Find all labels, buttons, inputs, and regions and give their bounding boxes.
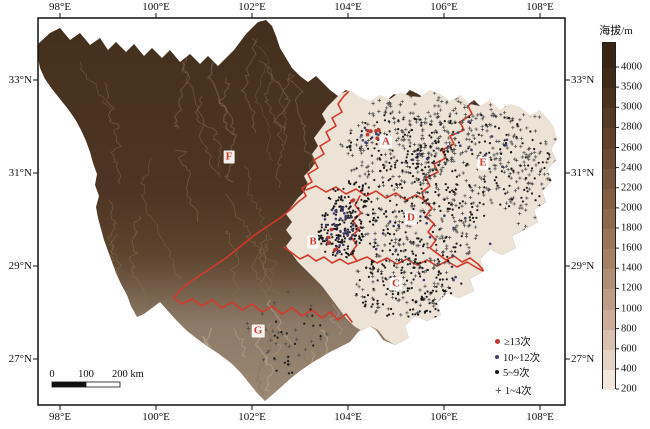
colorbar-segment — [603, 289, 615, 310]
colorbar-tick-label: 1400 — [621, 262, 642, 274]
region-label-F: F — [223, 150, 235, 164]
scalebar-label: 0 — [49, 369, 55, 380]
legend-item: 10~12次 — [495, 350, 540, 364]
scale-bar — [51, 381, 121, 388]
scalebar-label: 100 — [78, 369, 94, 380]
legend-label: 10~12次 — [503, 352, 541, 364]
region-label-D: D — [405, 211, 417, 225]
colorbar-tick-label: 2000 — [621, 202, 642, 214]
colorbar-tick-label: 600 — [621, 343, 637, 355]
x-tick-label-bottom: 102°E — [238, 411, 266, 423]
x-tick-label-bottom: 98°E — [48, 411, 72, 423]
colorbar-segment — [603, 128, 615, 149]
x-tick-label-top: 102°E — [238, 1, 266, 13]
legend-dot-icon — [495, 338, 500, 344]
colorbar-segment — [603, 249, 615, 270]
colorbar-tick-label: 3500 — [621, 81, 642, 93]
colorbar-tick-label: 1800 — [621, 222, 642, 234]
colorbar-segment — [603, 309, 615, 330]
colorbar-segment — [603, 208, 615, 229]
colorbar-segment — [603, 148, 615, 169]
colorbar-tick-label: 2200 — [621, 182, 642, 194]
region-label-C: C — [390, 277, 402, 291]
y-tick-label-right: 31°N — [571, 167, 595, 179]
colorbar-tick-label: 1000 — [621, 303, 642, 314]
colorbar-segment — [603, 68, 615, 89]
y-tick-label-left: 31°N — [8, 167, 32, 179]
points-cat-0 — [327, 128, 381, 252]
x-tick-label-top: 104°E — [334, 1, 362, 13]
colorbar-tick-label: 2400 — [621, 162, 642, 174]
colorbar-tick-label: 800 — [621, 323, 637, 335]
region-label-E: E — [477, 156, 489, 170]
y-tick-label-left: 29°N — [8, 260, 32, 272]
axis-ticks — [33, 13, 570, 410]
colorbar-segment — [603, 349, 615, 370]
x-tick-label-bottom: 104°E — [334, 411, 362, 423]
colorbar-segment — [603, 43, 615, 68]
map-frame — [37, 17, 566, 406]
legend-label: ≥13次 — [504, 336, 531, 348]
colorbar-tick-label: 2800 — [621, 121, 642, 133]
legend-dot-icon — [495, 355, 499, 359]
legend-label: 5~9次 — [503, 367, 530, 379]
colorbar-tick-label: 400 — [621, 363, 637, 375]
y-tick-label-right: 29°N — [571, 260, 595, 272]
colorbar-tick-label: 1600 — [621, 242, 642, 254]
colorbar-segment — [603, 188, 615, 209]
scalebar-label: 200 km — [112, 369, 144, 380]
colorbar-segment — [603, 269, 615, 290]
legend-dot-icon — [495, 370, 499, 374]
colorbar-segment — [603, 88, 615, 109]
legend-plus-icon: + — [495, 383, 502, 397]
x-tick-label-bottom: 106°E — [430, 411, 458, 423]
legend-label: 1~4次 — [504, 385, 532, 397]
y-tick-label-left: 27°N — [8, 353, 32, 365]
region-label-A: A — [380, 135, 392, 149]
x-tick-label-top: 108°E — [526, 1, 554, 13]
x-tick-label-bottom: 108°E — [526, 411, 554, 423]
x-tick-label-top: 100°E — [142, 1, 170, 13]
colorbar-tick-label: 4000 — [621, 61, 642, 73]
legend-item: ≥13次 — [495, 334, 531, 348]
event-points — [245, 91, 557, 375]
colorbar-segment — [603, 229, 615, 250]
colorbar — [602, 42, 616, 390]
y-tick-label-right: 33°N — [571, 74, 595, 86]
colorbar-segment — [603, 329, 615, 350]
colorbar-tick-label: 1200 — [621, 282, 642, 294]
colorbar-segment — [603, 369, 615, 390]
region-label-G: G — [251, 324, 265, 338]
legend-item: +1~4次 — [495, 383, 532, 397]
colorbar-tick-label: 200 — [621, 383, 637, 395]
points-cat-1 — [323, 120, 509, 282]
colorbar-tick-label: 2600 — [621, 142, 642, 153]
x-tick-label-bottom: 100°E — [142, 411, 170, 423]
colorbar-title: 海拔/m — [599, 25, 633, 37]
x-tick-label-top: 98°E — [48, 1, 72, 13]
colorbar-segment — [603, 168, 615, 189]
x-tick-label-top: 106°E — [430, 1, 458, 13]
region-label-B: B — [307, 235, 319, 249]
colorbar-tick-label: 3000 — [621, 101, 642, 113]
colorbar-segment — [603, 108, 615, 129]
y-tick-label-left: 33°N — [8, 74, 32, 86]
y-tick-label-right: 27°N — [571, 353, 595, 365]
legend-item: 5~9次 — [495, 365, 530, 379]
